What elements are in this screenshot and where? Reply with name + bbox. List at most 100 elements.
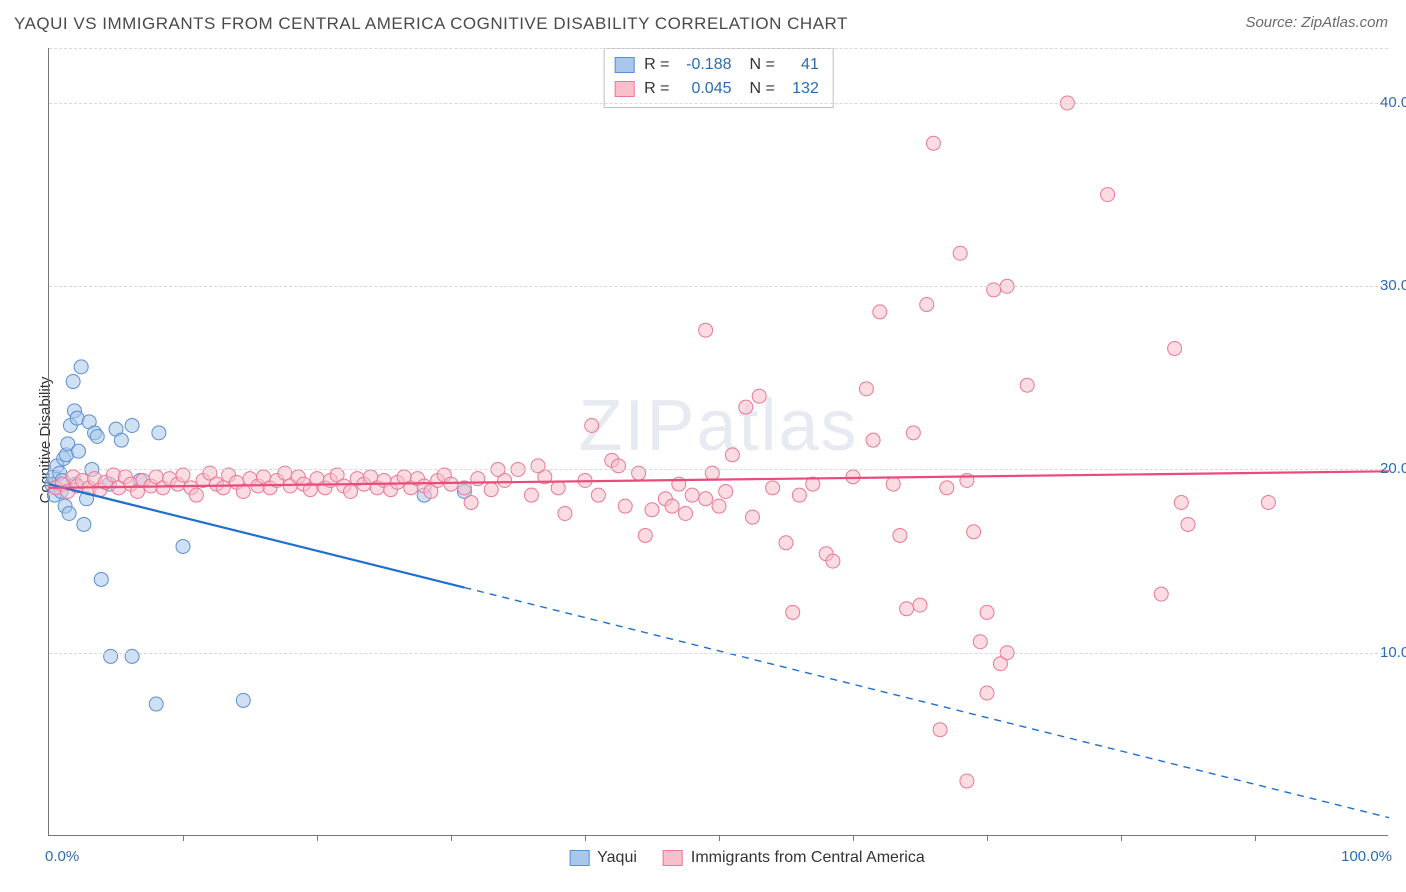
data-point-immigrants: [189, 488, 203, 502]
data-point-immigrants: [1154, 587, 1168, 601]
x-tick-mark: [451, 835, 452, 841]
data-point-immigrants: [551, 481, 565, 495]
data-point-immigrants: [344, 484, 358, 498]
data-point-immigrants: [980, 686, 994, 700]
y-tick-label: 40.0%: [1380, 94, 1406, 111]
data-point-immigrants: [464, 495, 478, 509]
data-point-immigrants: [685, 488, 699, 502]
data-point-immigrants: [1168, 342, 1182, 356]
data-point-immigrants: [632, 466, 646, 480]
y-tick-label: 20.0%: [1380, 460, 1406, 477]
data-point-yaqui: [71, 444, 85, 458]
gridline-h: [49, 653, 1388, 654]
data-point-yaqui: [114, 433, 128, 447]
data-point-immigrants: [618, 499, 632, 513]
data-point-yaqui: [90, 430, 104, 444]
data-point-yaqui: [104, 649, 118, 663]
data-point-immigrants: [665, 499, 679, 513]
data-point-immigrants: [926, 136, 940, 150]
data-point-yaqui: [94, 572, 108, 586]
data-point-immigrants: [987, 283, 1001, 297]
data-point-immigrants: [953, 246, 967, 260]
gridline-h: [49, 103, 1388, 104]
y-tick-label: 30.0%: [1380, 277, 1406, 294]
data-point-immigrants: [960, 774, 974, 788]
data-point-immigrants: [873, 305, 887, 319]
x-tick-mark: [987, 835, 988, 841]
x-tick-mark: [1121, 835, 1122, 841]
swatch-immigrants: [614, 81, 634, 97]
scatter-svg: [49, 48, 1388, 835]
data-point-yaqui: [66, 375, 80, 389]
data-point-immigrants: [558, 506, 572, 520]
x-tick-mark: [1255, 835, 1256, 841]
x-tick-mark: [317, 835, 318, 841]
data-point-yaqui: [62, 506, 76, 520]
data-point-immigrants: [973, 635, 987, 649]
stats-row-immigrants: R = 0.045 N = 132: [614, 77, 819, 101]
swatch-yaqui: [614, 57, 634, 73]
data-point-immigrants: [699, 492, 713, 506]
data-point-yaqui: [149, 697, 163, 711]
data-point-immigrants: [906, 426, 920, 440]
data-point-immigrants: [913, 598, 927, 612]
data-point-immigrants: [920, 298, 934, 312]
source-label: Source: ZipAtlas.com: [1245, 14, 1388, 31]
data-point-immigrants: [766, 481, 780, 495]
x-tick-mark: [585, 835, 586, 841]
data-point-yaqui: [176, 539, 190, 553]
legend-item-yaqui: Yaqui: [569, 849, 637, 867]
data-point-immigrants: [746, 510, 760, 524]
trendline-yaqui-extrapolated: [464, 588, 1389, 818]
data-point-immigrants: [826, 554, 840, 568]
gridline-h: [49, 48, 1388, 49]
data-point-immigrants: [712, 499, 726, 513]
data-point-immigrants: [1101, 188, 1115, 202]
stats-row-yaqui: R = -0.188 N = 41: [614, 53, 819, 77]
data-point-yaqui: [125, 419, 139, 433]
data-point-immigrants: [679, 506, 693, 520]
data-point-immigrants: [1174, 495, 1188, 509]
data-point-immigrants: [1020, 378, 1034, 392]
data-point-immigrants: [859, 382, 873, 396]
y-tick-label: 10.0%: [1380, 644, 1406, 661]
r-value-yaqui: -0.188: [680, 53, 732, 77]
data-point-immigrants: [699, 323, 713, 337]
gridline-h: [49, 469, 1388, 470]
x-tick-mark: [183, 835, 184, 841]
data-point-immigrants: [719, 484, 733, 498]
data-point-immigrants: [531, 459, 545, 473]
data-point-immigrants: [705, 466, 719, 480]
legend-swatch-immigrants: [663, 850, 683, 866]
chart-title: YAQUI VS IMMIGRANTS FROM CENTRAL AMERICA…: [14, 14, 848, 34]
data-point-immigrants: [792, 488, 806, 502]
data-point-yaqui: [74, 360, 88, 374]
x-min-label: 0.0%: [45, 848, 79, 865]
data-point-immigrants: [980, 605, 994, 619]
data-point-immigrants: [645, 503, 659, 517]
x-tick-mark: [853, 835, 854, 841]
x-tick-mark: [719, 835, 720, 841]
data-point-immigrants: [893, 528, 907, 542]
data-point-yaqui: [125, 649, 139, 663]
data-point-immigrants: [933, 723, 947, 737]
data-point-immigrants: [786, 605, 800, 619]
data-point-immigrants: [216, 481, 230, 495]
x-max-label: 100.0%: [1341, 848, 1392, 865]
legend-item-immigrants: Immigrants from Central America: [663, 849, 925, 867]
data-point-immigrants: [967, 525, 981, 539]
legend-swatch-yaqui: [569, 850, 589, 866]
data-point-immigrants: [444, 477, 458, 491]
r-value-immigrants: 0.045: [680, 77, 732, 101]
data-point-immigrants: [591, 488, 605, 502]
data-point-yaqui: [236, 693, 250, 707]
data-point-immigrants: [612, 459, 626, 473]
data-point-immigrants: [638, 528, 652, 542]
data-point-immigrants: [779, 536, 793, 550]
data-point-immigrants: [524, 488, 538, 502]
data-point-immigrants: [739, 400, 753, 414]
series-legend: Yaqui Immigrants from Central America: [569, 849, 925, 867]
trendline-yaqui: [49, 484, 464, 587]
data-point-immigrants: [1261, 495, 1275, 509]
data-point-immigrants: [585, 419, 599, 433]
